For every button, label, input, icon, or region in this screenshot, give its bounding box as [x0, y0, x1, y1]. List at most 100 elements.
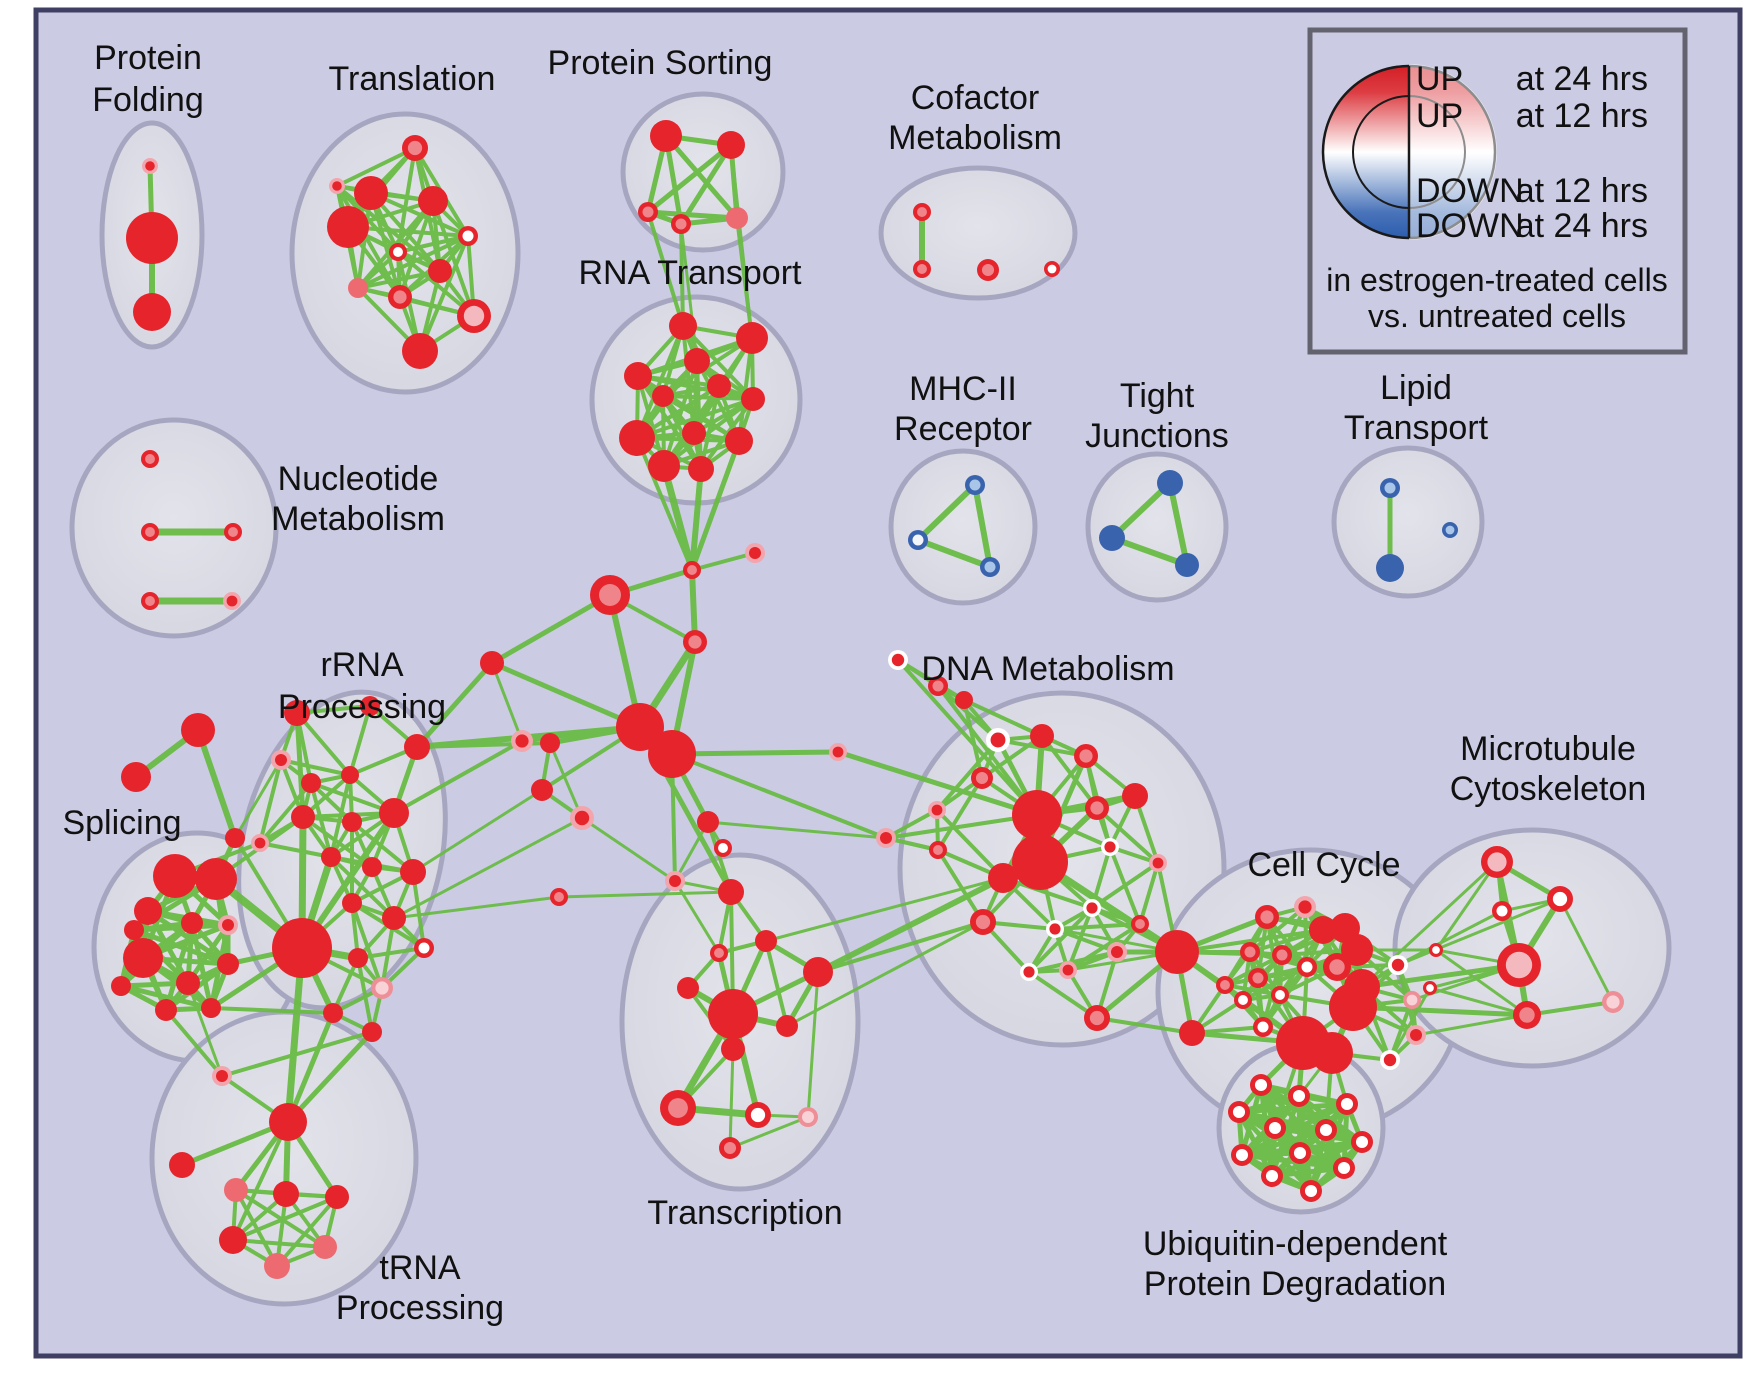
- network-node[interactable]: [624, 362, 652, 390]
- network-node[interactable]: [418, 186, 448, 216]
- network-node[interactable]: [379, 798, 409, 828]
- network-node[interactable]: [219, 1226, 247, 1254]
- network-node[interactable]: [480, 651, 504, 675]
- network-node[interactable]: [225, 828, 245, 848]
- network-node-core: [1319, 1123, 1333, 1137]
- network-node[interactable]: [677, 977, 699, 999]
- network-node[interactable]: [121, 762, 151, 792]
- network-node[interactable]: [1030, 724, 1054, 748]
- network-node[interactable]: [718, 879, 744, 905]
- network-node[interactable]: [348, 278, 368, 298]
- network-node[interactable]: [134, 897, 162, 925]
- network-node[interactable]: [669, 312, 697, 340]
- network-node[interactable]: [1155, 930, 1199, 974]
- network-node[interactable]: [1344, 969, 1380, 1005]
- network-node[interactable]: [650, 120, 682, 152]
- network-node[interactable]: [360, 696, 380, 716]
- network-node[interactable]: [803, 957, 833, 987]
- network-node[interactable]: [652, 385, 674, 407]
- network-node[interactable]: [301, 773, 321, 793]
- network-node[interactable]: [111, 976, 131, 996]
- network-node[interactable]: [354, 176, 388, 210]
- network-node[interactable]: [327, 206, 369, 248]
- network-node[interactable]: [153, 854, 197, 898]
- network-node[interactable]: [362, 857, 382, 877]
- network-node[interactable]: [321, 847, 341, 867]
- network-node[interactable]: [284, 700, 310, 726]
- network-node[interactable]: [1376, 554, 1404, 582]
- network-node[interactable]: [755, 930, 777, 952]
- network-node[interactable]: [684, 348, 710, 374]
- network-node[interactable]: [616, 703, 664, 751]
- network-node[interactable]: [126, 212, 178, 264]
- network-node[interactable]: [402, 333, 438, 369]
- network-node[interactable]: [323, 1003, 343, 1023]
- network-node[interactable]: [726, 207, 748, 229]
- network-node[interactable]: [382, 906, 406, 930]
- network-node-core: [1304, 1184, 1318, 1198]
- network-node[interactable]: [1099, 525, 1125, 551]
- network-node[interactable]: [1341, 934, 1373, 966]
- network-node[interactable]: [176, 971, 200, 995]
- network-node[interactable]: [269, 1103, 307, 1141]
- network-node[interactable]: [531, 779, 553, 801]
- network-node[interactable]: [1122, 783, 1148, 809]
- network-node[interactable]: [736, 322, 768, 354]
- network-node[interactable]: [362, 1022, 382, 1042]
- network-node[interactable]: [682, 421, 706, 445]
- network-node[interactable]: [708, 989, 758, 1039]
- network-node[interactable]: [217, 953, 239, 975]
- network-node[interactable]: [400, 859, 426, 885]
- network-node[interactable]: [988, 863, 1018, 893]
- network-node[interactable]: [181, 912, 203, 934]
- network-node-core: [749, 547, 761, 559]
- network-node[interactable]: [697, 811, 719, 833]
- network-node-core: [1257, 1021, 1269, 1033]
- network-node[interactable]: [955, 691, 973, 709]
- network-node-core: [145, 527, 155, 537]
- network-node[interactable]: [195, 858, 237, 900]
- network-node[interactable]: [155, 999, 177, 1021]
- network-node-core: [1384, 482, 1396, 494]
- network-node[interactable]: [717, 131, 745, 159]
- network-node[interactable]: [273, 1181, 299, 1207]
- network-node[interactable]: [619, 420, 655, 456]
- network-node[interactable]: [741, 387, 765, 411]
- network-node[interactable]: [428, 259, 452, 283]
- network-node[interactable]: [342, 812, 362, 832]
- network-node-core: [222, 919, 234, 931]
- network-node[interactable]: [404, 734, 430, 760]
- network-node[interactable]: [325, 1185, 349, 1209]
- network-node[interactable]: [688, 456, 714, 482]
- network-node[interactable]: [201, 998, 221, 1018]
- network-node[interactable]: [1179, 1020, 1205, 1046]
- network-edge: [231, 1238, 327, 1249]
- network-node[interactable]: [721, 1037, 745, 1061]
- network-node[interactable]: [348, 948, 368, 968]
- network-node[interactable]: [707, 374, 731, 398]
- network-node[interactable]: [1311, 1032, 1353, 1074]
- network-node[interactable]: [123, 938, 163, 978]
- network-node[interactable]: [776, 1015, 798, 1037]
- network-node[interactable]: [272, 918, 332, 978]
- network-node[interactable]: [169, 1152, 195, 1178]
- network-node[interactable]: [224, 1178, 248, 1202]
- network-node[interactable]: [1175, 553, 1199, 577]
- network-node[interactable]: [133, 293, 171, 331]
- network-node[interactable]: [124, 920, 144, 940]
- network-node[interactable]: [341, 766, 359, 784]
- network-node[interactable]: [313, 1235, 337, 1259]
- network-node[interactable]: [264, 1253, 290, 1279]
- network-node[interactable]: [1012, 834, 1068, 890]
- network-node[interactable]: [725, 427, 753, 455]
- network-node[interactable]: [1157, 470, 1183, 496]
- network-node[interactable]: [1012, 790, 1062, 840]
- network-node[interactable]: [291, 805, 315, 829]
- network-node[interactable]: [1309, 916, 1337, 944]
- legend-row-label: DOWN: [1416, 172, 1524, 210]
- network-node[interactable]: [648, 730, 696, 778]
- network-node[interactable]: [342, 893, 362, 913]
- network-node[interactable]: [181, 713, 215, 747]
- network-node[interactable]: [540, 733, 560, 753]
- network-node[interactable]: [648, 450, 680, 482]
